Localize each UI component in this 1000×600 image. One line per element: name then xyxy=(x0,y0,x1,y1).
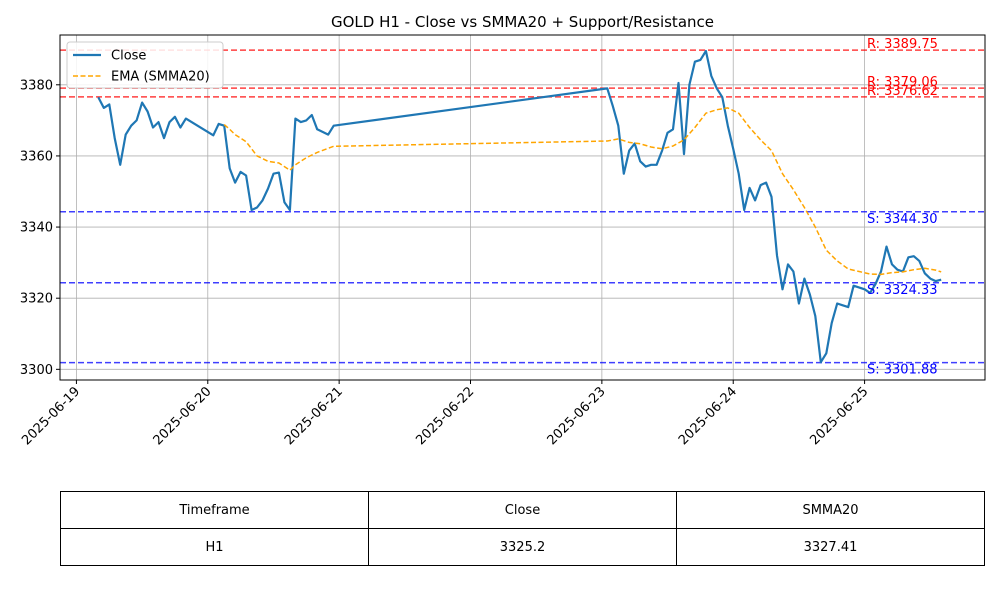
resistance-label: R: 3379.06 xyxy=(867,75,938,90)
table-row: H1 3325.2 3327.41 xyxy=(60,528,985,566)
legend-label: Close xyxy=(111,49,146,64)
y-tick-label: 3360 xyxy=(20,149,53,164)
smma20-series-line xyxy=(223,107,942,276)
support-label: S: 3324.33 xyxy=(867,283,938,298)
chart-title: GOLD H1 - Close vs SMMA20 + Support/Resi… xyxy=(331,13,714,31)
table-header-cell: Close xyxy=(368,491,677,529)
x-tick-label: 2025-06-24 xyxy=(676,384,740,448)
x-tick-label: 2025-06-22 xyxy=(413,384,477,448)
resistance-label: R: 3376.62 xyxy=(867,84,938,99)
table-cell: 3325.2 xyxy=(368,528,677,566)
legend-box xyxy=(66,41,224,89)
y-tick-label: 3340 xyxy=(20,221,53,236)
table-header-row: Timeframe Close SMMA20 xyxy=(60,491,985,529)
y-tick-label: 3320 xyxy=(20,292,53,307)
plot-frame xyxy=(59,34,986,381)
table-header-cell: Timeframe xyxy=(60,491,369,529)
support-label: S: 3344.30 xyxy=(867,212,938,227)
table-cell: 3327.41 xyxy=(676,528,985,566)
resistance-label: R: 3389.75 xyxy=(867,37,938,52)
close-series-line xyxy=(97,49,942,364)
x-tick-label: 2025-06-25 xyxy=(807,384,871,448)
x-tick-label: 2025-06-19 xyxy=(19,384,83,448)
table-cell: H1 xyxy=(60,528,369,566)
x-tick-label: 2025-06-23 xyxy=(545,384,609,448)
chart-svg: GOLD H1 - Close vs SMMA20 + Support/Resi… xyxy=(19,13,986,448)
legend-label: EMA (SMMA20) xyxy=(111,70,210,85)
x-tick-label: 2025-06-21 xyxy=(282,384,346,448)
x-tick-label: 2025-06-20 xyxy=(151,384,215,448)
support-label: S: 3301.88 xyxy=(867,363,938,378)
y-tick-label: 3300 xyxy=(20,363,53,378)
table-header-cell: SMMA20 xyxy=(676,491,985,529)
y-tick-label: 3380 xyxy=(20,78,53,93)
summary-table: Timeframe Close SMMA20 H1 3325.2 3327.41 xyxy=(60,491,985,566)
